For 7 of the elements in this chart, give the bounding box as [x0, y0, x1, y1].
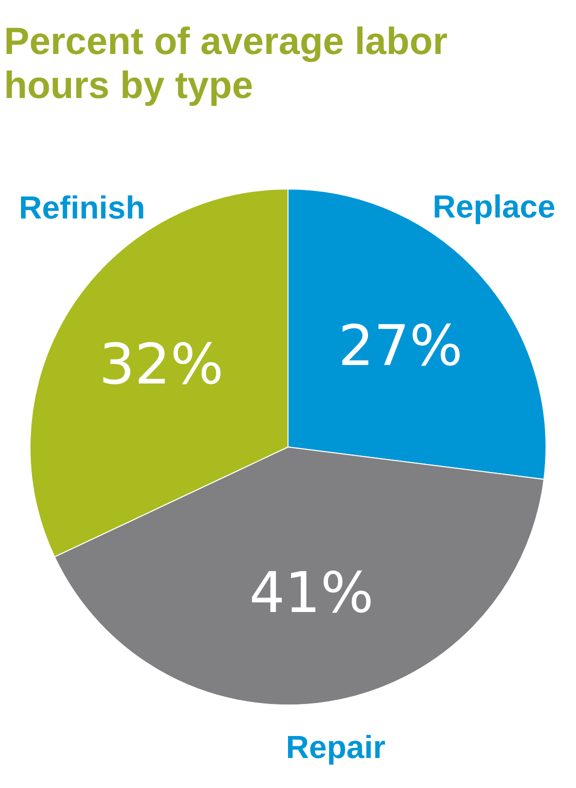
data-label: 41% [249, 561, 374, 626]
slice-label: Replace [432, 188, 556, 225]
data-label: 32% [99, 332, 224, 398]
data-label: 27% [338, 314, 463, 379]
chart-title: Percent of average labor hours by type [4, 21, 448, 107]
slice-label: Repair [286, 729, 386, 766]
slice-label: Refinish [18, 190, 146, 226]
